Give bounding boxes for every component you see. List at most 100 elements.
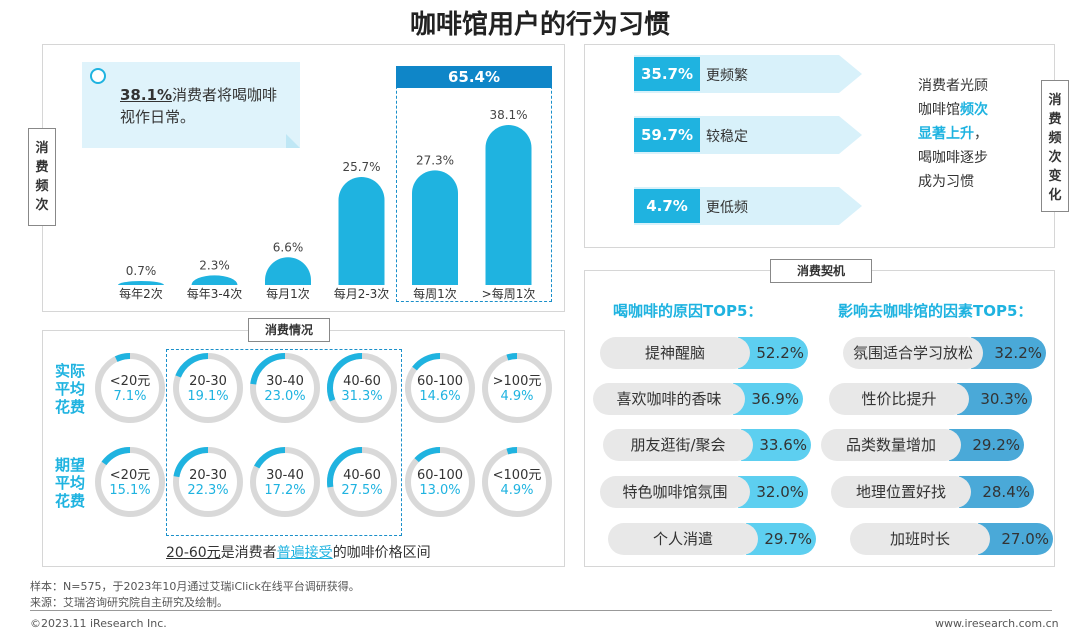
ring-label: 60-100 <box>416 468 464 483</box>
note-fold <box>286 134 300 148</box>
ring-value: 4.9% <box>500 389 534 404</box>
copyright: ©2023.11 iResearch Inc. <box>30 617 167 630</box>
price-range-bracket <box>166 349 402 536</box>
ring-actual-3: 40-60 31.3% <box>326 352 398 424</box>
ring-fill <box>327 447 397 517</box>
ring-value: 27.5% <box>341 483 383 498</box>
ring-expected-4: 60-100 13.0% <box>404 446 476 518</box>
actual-side-label: 实际平均花费 <box>54 362 85 416</box>
ring-expected-5: <100元 4.9% <box>481 446 553 518</box>
ring-value: 14.6% <box>419 389 461 404</box>
change-text: 消费者光顾 咖啡馆频次 显著上升， 喝咖啡逐步 成为习惯 <box>918 74 1028 194</box>
right-title: 影响去咖啡馆的因素TOP5： <box>838 302 1033 320</box>
ring-expected-0: <20元 15.1% <box>94 446 166 518</box>
expected-side-label: 期望平均花费 <box>54 456 85 510</box>
change-arrow-2: 4.7% 更低频 <box>634 187 864 225</box>
ring-fill <box>173 447 243 517</box>
ring-value: 13.0% <box>419 483 461 498</box>
caption-part: 是消费者 <box>220 545 277 561</box>
ring-value: 15.1% <box>109 483 151 498</box>
bracket-value: 65.4% <box>396 66 552 88</box>
frequency-side-label: 消费频次 <box>28 128 56 226</box>
bar-5 <box>485 124 532 285</box>
ring-label: <20元 <box>109 468 151 483</box>
ring-value: 19.1% <box>187 389 229 404</box>
change-text-line5: 成为习惯 <box>918 174 974 190</box>
ring-value: 7.1% <box>113 389 147 404</box>
bar-value-label: 2.3% <box>199 258 230 272</box>
reason-label: 氛围适合学习放松 <box>843 337 983 369</box>
source-note: 来源：艾瑞咨询研究院自主研究及绘制。 <box>30 596 228 609</box>
reason-label: 加班时长 <box>850 523 990 555</box>
note-value: 38.1% <box>120 86 173 104</box>
reason-label: 地理位置好找 <box>831 476 971 508</box>
reason-label: 性价比提升 <box>829 383 969 415</box>
bar-category-label: 每年3-4次 <box>187 286 243 301</box>
change-value: 4.7% <box>634 189 700 223</box>
motive-label: 消费契机 <box>770 259 872 283</box>
ring-fill <box>250 447 320 517</box>
ring-label: 40-60 <box>343 374 381 389</box>
caption-tail: 的咖啡价格区间 <box>332 545 431 561</box>
caption-range: 20-60元 <box>166 545 221 561</box>
bar-category-label: 每月2-3次 <box>334 286 390 301</box>
note-box: 38.1%消费者将喝咖啡视作日常。 <box>82 62 300 148</box>
note-text: 消费者将喝咖啡视作日常。 <box>120 86 278 126</box>
ring-fill <box>173 353 243 423</box>
ring-fill <box>482 447 552 517</box>
reason-value: 29.2% <box>949 429 1024 461</box>
bar-value-label: 27.3% <box>416 153 454 167</box>
bar-category-label: 每月1次 <box>266 286 310 301</box>
ring-expected-2: 30-40 17.2% <box>249 446 321 518</box>
change-text-5: ， <box>974 126 988 142</box>
price-caption: 20-60元是消费者普遍接受的咖啡价格区间 <box>166 542 431 562</box>
website: www.iresearch.com.cn <box>935 617 1059 630</box>
reason-label: 品类数量增加 <box>821 429 961 461</box>
ring-label: 30-40 <box>266 374 304 389</box>
change-label: 更低频 <box>706 200 748 216</box>
ring-label: 20-30 <box>189 374 227 389</box>
bar-category-label: 每年2次 <box>119 286 163 301</box>
change-text-4: 显著上升 <box>918 126 974 142</box>
ring-label: 20-30 <box>189 468 227 483</box>
ring-label: 30-40 <box>266 468 304 483</box>
bar-value-label: 25.7% <box>342 160 380 174</box>
bar-0 <box>118 281 164 285</box>
change-value: 59.7% <box>634 118 700 152</box>
ring-value: 31.3% <box>341 389 383 404</box>
change-arrow-1: 59.7% 较稳定 <box>634 116 864 154</box>
reason-value: 28.4% <box>959 476 1034 508</box>
ring-fill <box>250 353 320 423</box>
reason-value: 36.9% <box>733 383 803 415</box>
ring-label: 60-100 <box>416 374 464 389</box>
sample-note: 样本：N=575，于2023年10月通过艾瑞iClick在线平台调研获得。 <box>30 580 360 593</box>
circle-icon <box>90 68 106 84</box>
ring-label: 40-60 <box>343 468 381 483</box>
ring-expected-1: 20-30 22.3% <box>172 446 244 518</box>
bar-3 <box>338 177 385 285</box>
ring-actual-4: 60-100 14.6% <box>404 352 476 424</box>
change-arrow-0: 35.7% 更频繁 <box>634 55 864 93</box>
change-text-2: 咖啡馆 <box>918 102 960 118</box>
ring-label: <20元 <box>109 374 151 389</box>
ring-expected-3: 40-60 27.5% <box>326 446 398 518</box>
change-label: 更频繁 <box>706 68 748 84</box>
reason-value: 30.3% <box>957 383 1032 415</box>
change-side-label: 消费频次变化 <box>1041 80 1069 212</box>
ring-value: 23.0% <box>264 389 306 404</box>
change-value: 35.7% <box>634 57 700 91</box>
bar-4 <box>412 170 458 285</box>
ring-value: 4.9% <box>500 483 534 498</box>
ring-fill <box>95 447 165 517</box>
reason-label: 喜欢咖啡的香味 <box>593 383 745 415</box>
ring-fill <box>95 353 165 423</box>
ring-fill <box>327 353 397 423</box>
bar-1 <box>191 275 238 285</box>
bar-category-label: 每周1次 <box>413 286 457 301</box>
reason-label: 提神醒脑 <box>600 337 750 369</box>
bar-value-label: 38.1% <box>489 108 527 122</box>
ring-label: <100元 <box>492 468 542 483</box>
change-text-3: 频次 <box>960 102 988 118</box>
reason-value: 27.0% <box>978 523 1053 555</box>
page-title: 咖啡馆用户的行为习惯 <box>409 10 670 40</box>
